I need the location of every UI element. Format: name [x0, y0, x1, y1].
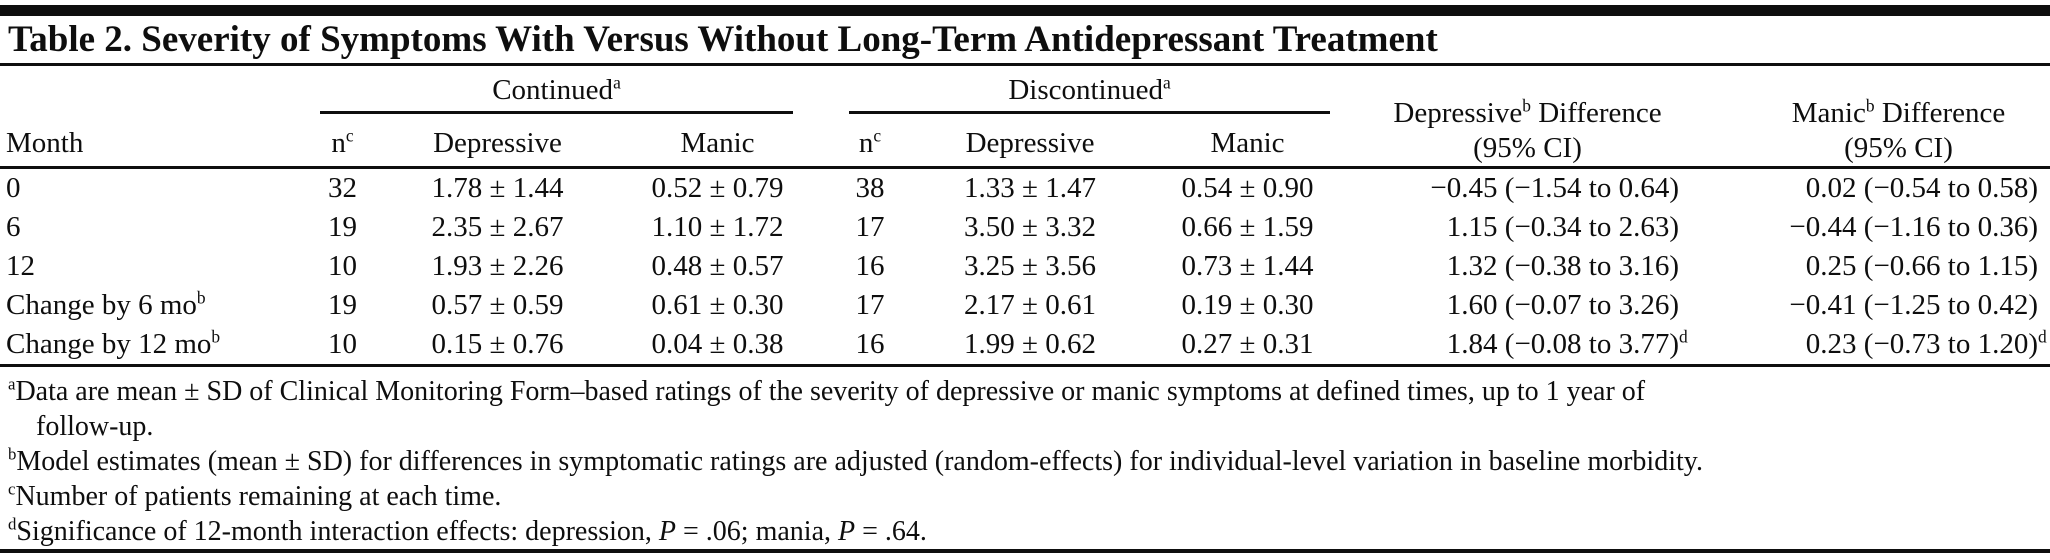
footnote-text: = .64.	[855, 516, 927, 547]
cell-manic-difference: 0.25 (−0.66 to 1.15)	[1805, 250, 2039, 282]
cell-discontinued-depressive: 2.17 ± 0.61	[964, 289, 1096, 321]
group-header-discontinued-label: Discontinueda	[849, 72, 1331, 114]
cell-depressive-difference: −0.45 (−1.54 to 0.64)	[1430, 172, 1680, 204]
table-title: Table 2. Severity of Symptoms With Versu…	[0, 16, 2050, 66]
cell-continued-n: 10	[300, 325, 385, 367]
cell-discontinued-manic: 0.73 ± 1.44	[1181, 250, 1314, 282]
footnotes: aData are mean ± SD of Clinical Monitori…	[0, 367, 2050, 549]
cell-discontinued-manic: 0.66 ± 1.59	[1181, 211, 1314, 243]
footnote-c: cNumber of patients remaining at each ti…	[8, 479, 2042, 514]
cell-continued-n: 10	[328, 250, 357, 282]
cell-manic-difference: −0.44 (−1.16 to 0.36)	[1789, 211, 2039, 243]
footnote-a: aData are mean ± SD of Clinical Monitori…	[8, 374, 2042, 444]
cell-depressive-difference: 1.84 (−0.08 to 3.77)d	[1350, 325, 1706, 367]
footnote-marker-b: b	[1522, 95, 1531, 116]
footnote-italic-text: P	[838, 516, 856, 547]
col-header-manic-continued: Manic	[610, 114, 826, 169]
group-header-discontinued: Discontinueda	[825, 66, 1350, 114]
cell-continued-n: 19	[328, 289, 357, 321]
footnote-marker-b: b	[196, 287, 206, 308]
col-header-month: Month	[0, 66, 300, 169]
cell-depressive-difference: 1.60 (−0.07 to 3.26)	[1446, 289, 1680, 321]
footnote-text: Significance of 12-month interaction eff…	[16, 516, 659, 547]
cell-discontinued-n: 17	[855, 289, 885, 321]
col-header-manic-difference: Manicb Difference (95% CI)	[1705, 66, 2050, 169]
col-header-depressive-discontinued: Depressive	[915, 114, 1146, 169]
footnote-marker-b: b	[8, 444, 17, 464]
group-header-row: Month Continueda Discontinueda Depressiv…	[0, 66, 2050, 169]
cell-month: Change by 6 mob	[6, 287, 206, 321]
table-row: 12 10 1.93 ± 2.26 0.48 ± 0.57 16 3.25 ± 3.56 0…	[0, 247, 2050, 286]
col-header-manic-discontinued: Manic	[1145, 114, 1351, 169]
table-header: Month Continueda Discontinueda Depressiv…	[0, 66, 2050, 169]
cell-month: Change by 12 mob	[0, 325, 300, 367]
cell-month: 0	[6, 172, 21, 204]
col-header-n-continued: nc	[300, 114, 385, 169]
footnote-marker-c: c	[8, 479, 16, 499]
symptoms-table: Month Continueda Discontinueda Depressiv…	[0, 66, 2050, 367]
col-header-depressive-continued: Depressive	[385, 114, 610, 169]
footnote-text: Number of patients remaining at each tim…	[15, 481, 502, 512]
footnote-text: Model estimates (mean ± SD) for differen…	[16, 446, 1703, 477]
cell-continued-n: 19	[328, 211, 357, 243]
table-row: Change by 12 mob 10 0.15 ± 0.76 0.04 ± 0.38…	[0, 325, 2050, 367]
footnote-marker-b: b	[1865, 95, 1875, 116]
cell-continued-manic: 0.04 ± 0.38	[610, 325, 826, 367]
footnote-d: dSignificance of 12-month interaction ef…	[8, 514, 2042, 549]
table-row: 0 32 1.78 ± 1.44 0.52 ± 0.79 38 1.33 ± 1.47 0.…	[0, 168, 2050, 209]
cell-discontinued-manic: 0.54 ± 0.90	[1181, 172, 1314, 204]
footnote-marker-d: d	[8, 514, 17, 534]
cell-depressive-difference: 1.32 (−0.38 to 3.16)	[1446, 250, 1680, 282]
cell-month: 6	[6, 211, 21, 243]
footnote-marker-a: a	[613, 72, 621, 93]
table-row: 6 19 2.35 ± 2.67 1.10 ± 1.72 17 3.50 ± 3.32 0.…	[0, 208, 2050, 247]
cell-discontinued-n: 16	[855, 250, 885, 282]
cell-continued-manic: 0.48 ± 0.57	[651, 250, 784, 282]
cell-discontinued-manic: 0.27 ± 0.31	[1145, 325, 1351, 367]
cell-continued-depressive: 1.78 ± 1.44	[431, 172, 564, 204]
cell-depressive-difference: 1.15 (−0.34 to 2.63)	[1446, 211, 1680, 243]
cell-discontinued-manic: 0.19 ± 0.30	[1181, 289, 1314, 321]
cell-continued-depressive: 0.15 ± 0.76	[385, 325, 610, 367]
footnote-b: bModel estimates (mean ± SD) for differe…	[8, 444, 2042, 479]
footnote-marker-d: d	[2038, 326, 2047, 347]
col-header-n-discontinued: nc	[825, 114, 916, 169]
cell-continued-depressive: 1.93 ± 2.26	[431, 250, 564, 282]
footnote-marker-c: c	[345, 125, 354, 146]
footnote-italic-text: P	[658, 516, 677, 547]
cell-discontinued-depressive: 1.33 ± 1.47	[964, 172, 1096, 204]
cell-discontinued-depressive: 3.25 ± 3.56	[964, 250, 1096, 282]
cell-continued-n: 32	[328, 172, 357, 204]
cell-continued-manic: 0.61 ± 0.30	[651, 289, 784, 321]
footnote-marker-d: d	[1679, 326, 1688, 347]
column-header-row: nc Depressive Manic nc Depressive Manic	[0, 114, 2050, 169]
footnote-marker-a: a	[1162, 72, 1171, 93]
table-body: 0 32 1.78 ± 1.44 0.52 ± 0.79 38 1.33 ± 1.47 0.…	[0, 168, 2050, 367]
col-header-depressive-difference: Depressiveb Difference (95% CI)	[1350, 66, 1706, 169]
cell-continued-depressive: 0.57 ± 0.59	[431, 289, 564, 321]
footnote-text: = .06; mania,	[676, 516, 838, 547]
cell-manic-difference: 0.02 (−0.54 to 0.58)	[1805, 172, 2039, 204]
cell-continued-manic: 0.52 ± 0.79	[651, 172, 784, 204]
bottom-rule	[0, 549, 2050, 553]
cell-manic-difference: 0.23 (−0.73 to 1.20)d	[1705, 325, 2050, 367]
cell-manic-difference: −0.41 (−1.25 to 0.42)	[1789, 289, 2039, 321]
cell-continued-depressive: 2.35 ± 2.67	[431, 211, 564, 243]
footnote-marker-c: c	[873, 125, 882, 146]
top-rule	[0, 5, 2050, 16]
footnote-marker-a: a	[8, 374, 16, 394]
table-row: Change by 6 mob 19 0.57 ± 0.59 0.61 ± 0.30 1…	[0, 286, 2050, 325]
cell-discontinued-depressive: 1.99 ± 0.62	[915, 325, 1146, 367]
footnote-text: Data are mean ± SD of Clinical Monitorin…	[15, 376, 1646, 442]
cell-month: 12	[6, 250, 35, 282]
group-header-continued: Continueda	[300, 66, 825, 114]
cell-discontinued-n: 38	[855, 172, 885, 204]
cell-discontinued-n: 16	[825, 325, 916, 367]
cell-continued-manic: 1.10 ± 1.72	[651, 211, 784, 243]
cell-discontinued-n: 17	[855, 211, 885, 243]
group-header-continued-label: Continueda	[320, 72, 794, 114]
footnote-marker-b: b	[211, 326, 221, 347]
cell-discontinued-depressive: 3.50 ± 3.32	[964, 211, 1096, 243]
